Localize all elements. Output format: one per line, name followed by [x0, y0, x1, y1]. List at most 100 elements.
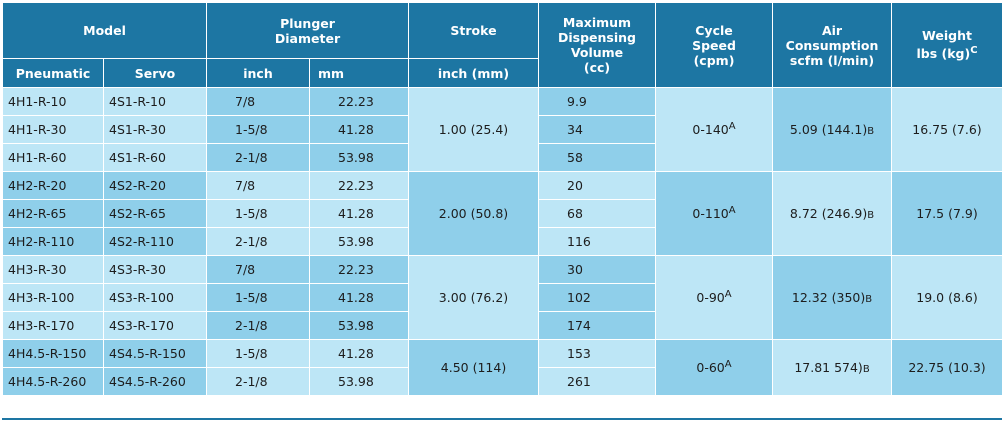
cell-mm: 22.23 [309, 87, 409, 116]
cell-pneumatic: 4H3-R-30 [2, 255, 104, 284]
table-row: 4H1-R-10 4S1-R-10 7/8 22.23 1.00 (25.4) … [2, 87, 1003, 172]
cell-air-consumption: 8.72 (246.9)B [772, 171, 892, 256]
cell-pneumatic: 4H1-R-30 [2, 115, 104, 144]
cell-inch: 2-1/8 [206, 227, 310, 256]
header-weight-line2: lbs (kg) [916, 46, 971, 62]
header-air-consumption: Air Consumption scfm (l/min) [772, 2, 892, 88]
header-weight-sup: C [970, 45, 978, 57]
cell-inch: 1-5/8 [206, 115, 310, 144]
cell-inch: 1-5/8 [206, 339, 310, 368]
header-plunger-line2: Diameter [274, 30, 341, 46]
cell-servo: 4S1-R-60 [103, 143, 207, 172]
cell-weight: 17.5 (7.9) [891, 171, 1003, 256]
cell-weight: 16.75 (7.6) [891, 87, 1003, 172]
cycle-sup: A [724, 289, 732, 301]
header-cycle-line3: (cpm) [693, 52, 735, 68]
cell-pneumatic: 4H2-R-20 [2, 171, 104, 200]
cell-weight: 19.0 (8.6) [891, 255, 1003, 340]
air-sup: B [862, 364, 870, 375]
table-row: 4H1-R-60 4S1-R-60 2-1/8 53.98 58 [2, 143, 1003, 172]
cell-pneumatic: 4H1-R-10 [2, 87, 104, 116]
cell-volume: 30 [538, 255, 656, 284]
cell-volume: 174 [538, 311, 656, 340]
header-cycle-line2: Speed [692, 37, 736, 53]
air-value: 5.09 (144.1) [789, 122, 868, 137]
air-sup: B [867, 126, 875, 137]
cell-stroke: 2.00 (50.8) [408, 171, 539, 256]
header-air-line1: Air [821, 22, 843, 38]
cell-stroke: 1.00 (25.4) [408, 87, 539, 172]
cell-mm: 53.98 [309, 227, 409, 256]
cell-servo: 4S4.5-R-260 [103, 367, 207, 396]
cell-servo: 4S3-R-30 [103, 255, 207, 284]
cell-servo: 4S2-R-20 [103, 171, 207, 200]
cell-pneumatic: 4H4.5-R-150 [2, 339, 104, 368]
header-weight-line1: Weight [922, 28, 972, 44]
cell-pneumatic: 4H2-R-65 [2, 199, 104, 228]
cell-servo: 4S2-R-110 [103, 227, 207, 256]
cell-pneumatic: 4H3-R-100 [2, 283, 104, 312]
cycle-sup: A [728, 121, 736, 133]
cell-servo: 4S3-R-100 [103, 283, 207, 312]
cell-pneumatic: 4H3-R-170 [2, 311, 104, 340]
cell-servo: 4S2-R-65 [103, 199, 207, 228]
header-maxdisp-line2: Dispensing [558, 30, 636, 45]
header-maxdisp-line3: Volume [570, 45, 624, 60]
table-row: 4H4.5-R-150 4S4.5-R-150 1-5/8 41.28 4.50… [2, 339, 1003, 396]
cell-volume: 58 [538, 143, 656, 172]
cell-inch: 2-1/8 [206, 311, 310, 340]
cell-inch: 7/8 [206, 255, 310, 284]
cell-servo: 4S4.5-R-150 [103, 339, 207, 368]
header-air-line2: Consumption [785, 37, 879, 53]
header-air-line3: scfm (l/min) [789, 52, 875, 68]
header-stroke-unit: inch (mm) [408, 58, 539, 88]
cell-volume: 9.9 [538, 87, 656, 116]
cell-volume: 261 [538, 367, 656, 396]
header-mm: mm [309, 58, 409, 88]
table-row: 4H1-R-30 4S1-R-30 1-5/8 41.28 34 [2, 115, 1003, 144]
cycle-value: 0-60 [696, 360, 725, 376]
cell-weight: 22.75 (10.3) [891, 339, 1003, 396]
cell-volume: 34 [538, 115, 656, 144]
cycle-value: 0-110 [692, 206, 729, 222]
cell-volume: 20 [538, 171, 656, 200]
cell-air-consumption: 12.32 (350)B [772, 255, 892, 340]
cell-cycle-speed: 0-110A [655, 171, 773, 256]
header-stroke: Stroke [408, 2, 539, 59]
table-row: 4H2-R-20 4S2-R-20 7/8 22.23 2.00 (50.8) … [2, 171, 1003, 256]
cell-cycle-speed: 0-90A [655, 255, 773, 340]
table-row: 4H3-R-170 4S3-R-170 2-1/8 53.98 174 [2, 311, 1003, 340]
cell-mm: 41.28 [309, 115, 409, 144]
cycle-sup: A [724, 359, 732, 371]
cell-inch: 2-1/8 [206, 367, 310, 396]
header-cycle-speed: Cycle Speed (cpm) [655, 2, 773, 88]
specs-table: Model Plunger Diameter Stroke Maximum Disp… [2, 2, 1003, 396]
table-bottom-border [2, 418, 1002, 420]
cell-volume: 102 [538, 283, 656, 312]
header-max-dispensing-volume: Maximum Dispensing Volume (cc) [538, 2, 656, 88]
cell-inch: 1-5/8 [206, 199, 310, 228]
header-model: Model [2, 2, 207, 59]
air-value: 8.72 (246.9) [789, 206, 868, 221]
header-maxdisp-line4: (cc) [583, 60, 611, 75]
header-weight: Weight lbs (kg)C [891, 2, 1003, 88]
cell-cycle-speed: 0-140A [655, 87, 773, 172]
cell-mm: 41.28 [309, 283, 409, 312]
cell-pneumatic: 4H2-R-110 [2, 227, 104, 256]
cell-mm: 53.98 [309, 311, 409, 340]
table-row: 4H2-R-65 4S2-R-65 1-5/8 41.28 68 [2, 199, 1003, 228]
cycle-value: 0-90 [696, 290, 725, 306]
cycle-value: 0-140 [692, 122, 729, 138]
table-row: 4H2-R-110 4S2-R-110 2-1/8 53.98 116 [2, 227, 1003, 256]
cell-inch: 1-5/8 [206, 283, 310, 312]
cell-servo: 4S3-R-170 [103, 311, 207, 340]
cell-air-consumption: 17.81 574)B [772, 339, 892, 396]
header-servo: Servo [103, 58, 207, 88]
cell-mm: 53.98 [309, 367, 409, 396]
cell-mm: 53.98 [309, 143, 409, 172]
table-row: 4H4.5-R-260 4S4.5-R-260 2-1/8 53.98 261 [2, 367, 1003, 396]
cell-inch: 7/8 [206, 171, 310, 200]
cell-mm: 22.23 [309, 255, 409, 284]
header-inch: inch [206, 58, 310, 88]
cell-mm: 41.28 [309, 339, 409, 368]
